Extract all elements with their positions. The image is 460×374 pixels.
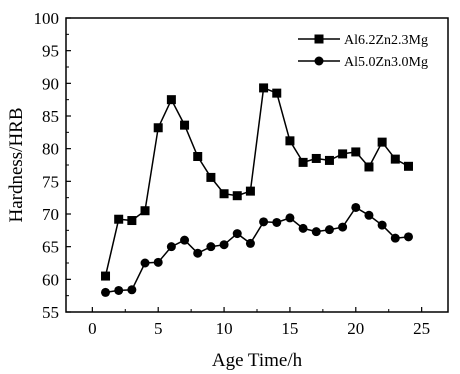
series-1 bbox=[101, 83, 413, 281]
data-point bbox=[285, 213, 295, 223]
series-layer bbox=[101, 83, 413, 297]
data-point bbox=[377, 220, 387, 230]
data-point bbox=[180, 120, 190, 130]
data-point bbox=[311, 153, 321, 163]
data-point bbox=[206, 242, 216, 252]
y-tick-label: 70 bbox=[42, 205, 59, 224]
x-tick-label: 10 bbox=[216, 319, 233, 338]
data-point bbox=[364, 162, 374, 172]
data-point bbox=[219, 240, 229, 250]
y-tick-label: 95 bbox=[42, 42, 59, 61]
data-point bbox=[390, 154, 400, 164]
data-point bbox=[101, 287, 111, 297]
y-tick-label: 75 bbox=[42, 172, 59, 191]
y-tick-label: 100 bbox=[34, 9, 60, 28]
data-point bbox=[259, 83, 269, 93]
data-point bbox=[351, 147, 361, 157]
data-point bbox=[114, 285, 124, 295]
data-point bbox=[338, 222, 348, 232]
data-point bbox=[245, 186, 255, 196]
data-point bbox=[298, 157, 308, 167]
data-point bbox=[351, 202, 361, 212]
y-tick-label: 80 bbox=[42, 140, 59, 159]
data-point bbox=[193, 152, 203, 162]
data-point bbox=[377, 137, 387, 147]
legend-marker bbox=[314, 56, 324, 66]
data-point bbox=[285, 136, 295, 146]
data-point bbox=[166, 95, 176, 105]
data-point bbox=[364, 210, 374, 220]
data-point bbox=[272, 88, 282, 98]
y-tick-label: 55 bbox=[42, 303, 59, 322]
data-point bbox=[153, 257, 163, 267]
data-point bbox=[127, 285, 137, 295]
x-axis-label: Age Time/h bbox=[212, 350, 303, 371]
x-tick-label: 5 bbox=[154, 319, 163, 338]
legend-label: Al5.0Zn3.0Mg bbox=[344, 55, 428, 70]
data-point bbox=[259, 217, 269, 227]
data-point bbox=[180, 235, 190, 245]
data-point bbox=[140, 258, 150, 268]
x-tick-label: 15 bbox=[281, 319, 298, 338]
data-point bbox=[127, 216, 137, 226]
legend-item: Al5.0Zn3.0Mg bbox=[298, 55, 428, 70]
data-point bbox=[193, 248, 203, 258]
legend-item: Al6.2Zn2.3Mg bbox=[298, 33, 428, 48]
series-2 bbox=[101, 202, 413, 297]
x-tick-label: 20 bbox=[347, 319, 364, 338]
data-point bbox=[245, 238, 255, 248]
data-point bbox=[114, 214, 124, 224]
data-point bbox=[403, 232, 413, 242]
data-point bbox=[232, 229, 242, 239]
axis-ticks: 55 60 65 70 75 80 85 90 95 100 0 5 10 15 20 25 bbox=[34, 9, 431, 338]
data-point bbox=[390, 233, 400, 243]
legend: Al6.2Zn2.3Mg Al5.0Zn3.0Mg bbox=[298, 33, 428, 70]
data-point bbox=[338, 149, 348, 159]
series-line bbox=[105, 206, 409, 294]
y-axis-label: Hardness/HRB bbox=[6, 107, 27, 222]
data-point bbox=[324, 225, 334, 235]
x-tick-label: 0 bbox=[88, 319, 97, 338]
data-point bbox=[311, 227, 321, 237]
data-point bbox=[206, 172, 216, 182]
y-tick-label: 85 bbox=[42, 107, 59, 126]
data-point bbox=[232, 191, 242, 201]
data-point bbox=[153, 123, 163, 133]
y-tick-label: 65 bbox=[42, 238, 59, 257]
legend-label: Al6.2Zn2.3Mg bbox=[344, 33, 428, 48]
y-tick-label: 90 bbox=[42, 74, 59, 93]
data-point bbox=[166, 242, 176, 252]
data-point bbox=[298, 223, 308, 233]
series-line bbox=[104, 86, 409, 277]
x-tick-label: 25 bbox=[413, 319, 430, 338]
data-point bbox=[219, 189, 229, 199]
data-point bbox=[324, 155, 334, 165]
data-point bbox=[403, 161, 413, 171]
legend-marker bbox=[314, 34, 324, 44]
data-point bbox=[140, 206, 150, 216]
data-point bbox=[272, 217, 282, 227]
y-tick-label: 60 bbox=[42, 270, 59, 289]
data-point bbox=[101, 271, 111, 281]
